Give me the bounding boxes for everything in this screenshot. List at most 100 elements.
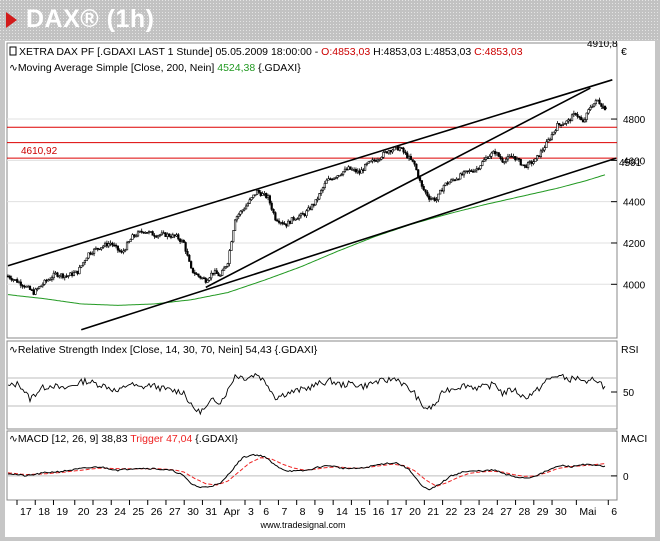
candle-body [70,272,74,276]
candle-body [287,220,290,227]
candle-body [532,161,535,164]
candle-body [107,243,110,247]
candle-body [378,158,381,161]
candle-body [417,169,420,178]
candle-body [58,275,61,278]
candle-body [292,217,295,220]
candle-body [512,156,515,158]
candle-body [193,272,196,274]
candle-body [118,249,121,252]
x-tick-label: 17 [391,506,403,518]
candle-body [136,231,140,237]
x-tick-label: 19 [56,506,68,518]
candle-body [173,234,176,237]
candle-body [389,150,392,153]
candle-body [343,168,347,172]
candle-body [404,151,407,154]
candle-body [114,244,118,247]
candle-body [160,232,163,236]
trend-line[interactable] [7,79,613,267]
candle-body [499,156,502,159]
candle-body [56,272,59,277]
x-tick-label: 21 [427,506,439,518]
candle-body [16,279,19,283]
candle-body [332,177,336,180]
candle-body [92,248,96,254]
x-tick-label: 7 [281,506,287,518]
macd-side-label: MACI [621,433,647,445]
candle-body [327,178,330,181]
candle-body [277,220,281,223]
trend-line[interactable] [205,87,591,289]
candle-body [373,159,376,162]
candle-body [331,178,334,181]
candle-body [109,242,112,245]
candle-body [431,197,434,200]
candle-body [448,181,451,185]
rsi-tick-label: 50 [623,388,635,399]
candle-body [21,285,24,287]
rsi-line [7,372,606,416]
candle-body [210,272,213,279]
trend-line[interactable] [81,157,617,331]
rsi-header: ∿Relative Strength Index [Close, 14, 30,… [9,344,318,356]
candle-body [572,113,575,116]
x-tick-label: 30 [555,506,567,518]
candle-body [536,155,539,160]
candle-body [320,190,323,194]
candle-body [364,164,367,171]
x-tick-label: Apr [224,506,241,518]
candle-body [213,270,217,274]
candle-body [556,123,559,131]
candle-body [25,285,28,288]
candle-body [455,178,458,181]
candle-body [199,275,202,279]
candle-body [340,174,343,176]
top-right-value: 4910,8 [587,41,618,50]
candle-body [34,288,37,295]
candle-body [325,179,328,184]
candle-body [354,169,358,173]
candle-body [91,253,94,255]
candle-body [446,182,449,185]
candle-body [202,277,206,280]
candle-body [147,231,151,234]
candle-body [28,285,32,290]
candle-body [204,278,207,283]
candle-body [387,150,391,154]
header-checkbox[interactable] [9,46,17,56]
candle-body [208,277,211,281]
candle-body [585,112,588,120]
candle-body [169,236,173,238]
candle-body [433,197,436,201]
x-tick-label: 30 [187,506,199,518]
candle-body [279,222,282,224]
candle-body [244,205,248,210]
x-tick-label: 16 [373,506,385,518]
candle-body [151,231,154,236]
candle-body [424,189,427,193]
candle-body [345,168,348,171]
candle-body [365,162,369,165]
candle-body [437,193,440,201]
candle-body [494,151,497,155]
price-close: C:4853,03 [474,46,523,58]
candle-body [426,191,429,197]
candle-body [558,123,561,126]
candle-body [470,170,473,172]
candle-body [6,275,10,278]
candle-body [276,219,279,222]
candle-body [486,157,489,160]
candle-body [103,242,107,247]
candle-body [149,231,152,233]
candle-body [428,195,431,200]
candle-body [138,230,141,233]
candle-body [63,275,66,278]
candle-body [272,209,275,213]
candle-body [113,244,116,247]
candle-body [468,170,471,172]
candle-body [519,158,522,166]
candle-body [398,147,401,151]
candle-body [222,267,226,271]
candle-body [239,210,242,215]
